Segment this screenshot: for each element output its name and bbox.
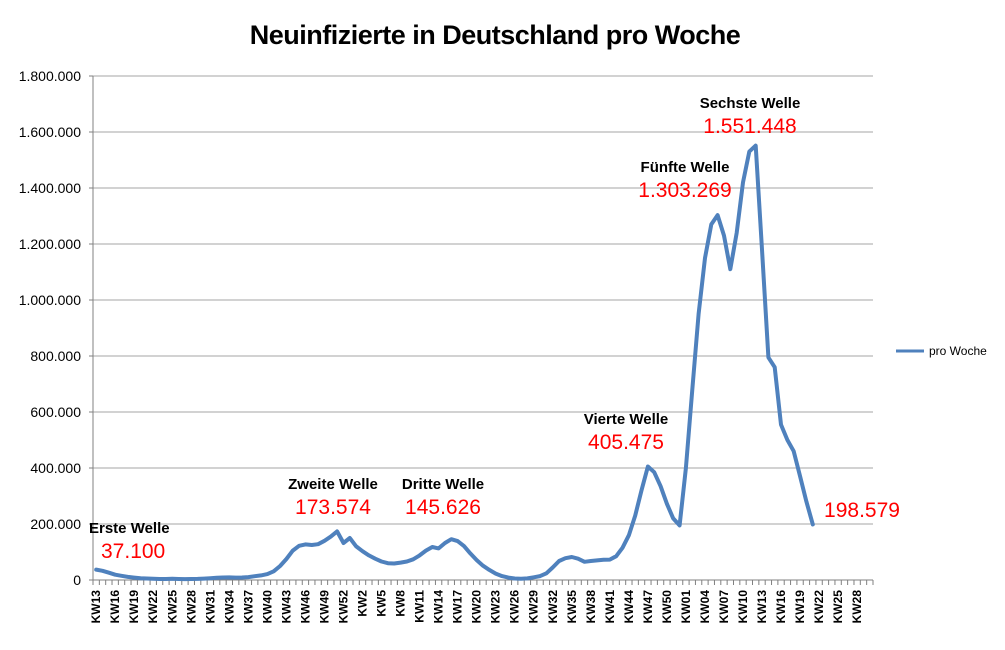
y-tick-label: 600.000 — [30, 404, 81, 420]
y-tick-label: 1.200.000 — [19, 236, 81, 252]
data-series-line — [94, 143, 815, 582]
x-tick-label: KW29 — [527, 590, 541, 624]
x-tick-label: KW11 — [413, 590, 427, 623]
x-tick-label: KW19 — [793, 590, 807, 624]
x-tick-label: KW22 — [146, 590, 160, 624]
x-tick-label: KW52 — [336, 590, 350, 624]
x-tick-label: KW10 — [736, 590, 750, 624]
x-tick-label: KW17 — [451, 590, 465, 624]
y-tick-label: 1.000.000 — [19, 292, 81, 308]
x-tick-label: KW23 — [489, 590, 503, 624]
y-tick-label: 1.600.000 — [19, 124, 81, 140]
x-tick-label: KW32 — [546, 590, 560, 624]
x-tick-label: KW31 — [203, 590, 217, 624]
x-tick-label: KW44 — [622, 590, 636, 624]
x-tick-label: KW37 — [241, 590, 255, 624]
y-tick-label: 800.000 — [30, 348, 81, 364]
legend-label: pro Woche — [929, 344, 987, 358]
x-tick-label: KW46 — [298, 590, 312, 624]
x-tick-label: KW43 — [279, 590, 293, 624]
x-tick-label: KW22 — [812, 590, 826, 624]
x-tick-label: KW07 — [717, 590, 731, 624]
x-tick-label: KW38 — [584, 590, 598, 624]
x-tick-label: KW34 — [222, 590, 236, 624]
x-tick-label: KW20 — [470, 590, 484, 624]
y-tick-label: 1.400.000 — [19, 180, 81, 196]
y-tick-label: 0 — [73, 572, 81, 588]
x-tick-label: KW16 — [774, 590, 788, 624]
y-tick-label: 400.000 — [30, 460, 81, 476]
x-tick-label: KW25 — [165, 590, 179, 624]
x-tick-label: KW2 — [356, 590, 370, 617]
x-tick-label: KW13 — [89, 590, 103, 624]
x-tick-label: KW41 — [603, 590, 617, 624]
x-tick-label: KW50 — [660, 590, 674, 624]
x-tick-label: KW49 — [317, 590, 331, 624]
y-tick-label: 200.000 — [30, 516, 81, 532]
x-tick-label: KW01 — [679, 590, 693, 624]
x-tick-label: KW8 — [394, 590, 408, 617]
legend: pro Woche — [895, 344, 987, 358]
x-tick-label: KW47 — [641, 590, 655, 624]
x-tick-label: KW25 — [831, 590, 845, 624]
x-tick-label: KW5 — [375, 590, 389, 617]
x-tick-label: KW04 — [698, 590, 712, 624]
x-tick-label: KW35 — [565, 590, 579, 624]
x-tick-label: KW13 — [755, 590, 769, 624]
legend-line-sample — [896, 349, 924, 353]
x-tick-label: KW26 — [508, 590, 522, 624]
chart-title: Neuinfizierte in Deutschland pro Woche — [249, 20, 741, 50]
x-tick-label: KW40 — [260, 590, 274, 624]
x-tick-label: KW28 — [184, 590, 198, 624]
x-tick-label: KW28 — [850, 590, 864, 624]
y-tick-label: 1.800.000 — [19, 68, 81, 84]
x-tick-label: KW19 — [127, 590, 141, 624]
x-tick-label: KW16 — [108, 590, 122, 624]
x-tick-label: KW14 — [432, 590, 446, 624]
